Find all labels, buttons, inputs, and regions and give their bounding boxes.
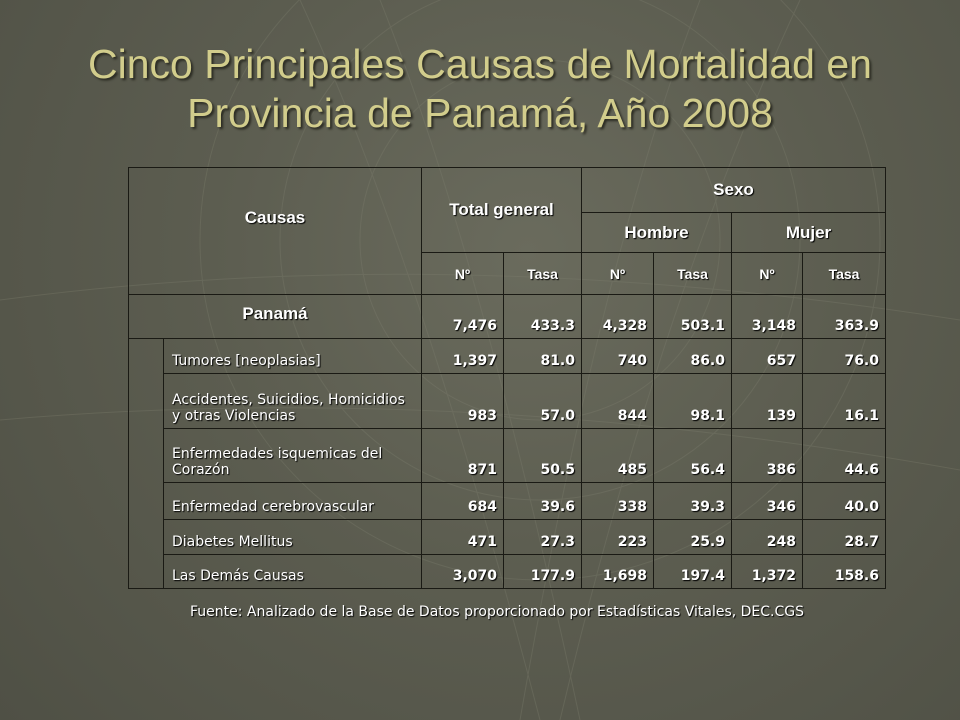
table-cell: 485 — [581, 428, 654, 483]
header-causas: Causas — [128, 167, 422, 295]
mortality-table: Causas Total general Sexo Hombre Mujer N… — [128, 167, 886, 589]
subheader-mujer-tasa: Tasa — [802, 252, 886, 295]
header-sexo: Sexo — [581, 167, 886, 213]
subheader-hombre-tasa: Tasa — [653, 252, 732, 295]
subheader-total-tasa: Tasa — [503, 252, 582, 295]
table-row: Accidentes, Suicidios, Homicidios y otra… — [129, 373, 886, 429]
table-cell: 57.0 — [503, 373, 582, 429]
table-cell: 50.5 — [503, 428, 582, 483]
table-cell: 39.6 — [503, 482, 582, 520]
table-cell: 657 — [731, 338, 803, 374]
table-cell: 177.9 — [503, 554, 582, 589]
total-row-value: 433.3 — [503, 294, 582, 339]
cause-label: Accidentes, Suicidios, Homicidios y otra… — [163, 373, 422, 429]
table-cell: 871 — [421, 428, 504, 483]
header-total-general: Total general — [421, 167, 582, 253]
table-cell: 76.0 — [802, 338, 886, 374]
table-cell: 338 — [581, 482, 654, 520]
table-cell: 44.6 — [802, 428, 886, 483]
table-cell: 684 — [421, 482, 504, 520]
table-cell: 346 — [731, 482, 803, 520]
table-cell: 223 — [581, 519, 654, 555]
table-cell: 3,070 — [421, 554, 504, 589]
table-cell: 248 — [731, 519, 803, 555]
table-cell: 844 — [581, 373, 654, 429]
table-cell: 40.0 — [802, 482, 886, 520]
table-cell: 56.4 — [653, 428, 732, 483]
header-hombre: Hombre — [581, 212, 732, 253]
subheader-total-n: Nº — [421, 252, 504, 295]
table-row: Enfermedades isquemicas del Corazón 871 … — [129, 428, 886, 483]
table-cell: 1,372 — [731, 554, 803, 589]
page-title: Cinco Principales Causas de Mortalidad e… — [0, 40, 960, 138]
total-row-value: 4,328 — [581, 294, 654, 339]
title-line-2: Provincia de Panamá, Año 2008 — [187, 90, 773, 136]
table-cell: 16.1 — [802, 373, 886, 429]
table-cell: 1,698 — [581, 554, 654, 589]
header-mujer: Mujer — [731, 212, 886, 253]
total-row-value: 3,148 — [731, 294, 803, 339]
table-cell: 471 — [421, 519, 504, 555]
table-cell: 386 — [731, 428, 803, 483]
total-row-value: 503.1 — [653, 294, 732, 339]
cause-label: Tumores [neoplasias] — [163, 338, 422, 374]
total-row-value: 7,476 — [421, 294, 504, 339]
cause-label: Enfermedad cerebrovascular — [163, 482, 422, 520]
table-row: Las Demás Causas 3,070 177.9 1,698 197.4… — [129, 554, 886, 589]
table-cell: 86.0 — [653, 338, 732, 374]
table-cell: 81.0 — [503, 338, 582, 374]
title-line-1: Cinco Principales Causas de Mortalidad e… — [88, 41, 872, 87]
subheader-hombre-n: Nº — [581, 252, 654, 295]
table-row: Enfermedad cerebrovascular 684 39.6 338 … — [129, 482, 886, 520]
table-cell: 139 — [731, 373, 803, 429]
table-cell: 25.9 — [653, 519, 732, 555]
table-cell: 983 — [421, 373, 504, 429]
cause-label: Las Demás Causas — [163, 554, 422, 589]
table-row: Diabetes Mellitus 471 27.3 223 25.9 248 … — [129, 519, 886, 555]
table-cell: 1,397 — [421, 338, 504, 374]
cause-label: Enfermedades isquemicas del Corazón — [163, 428, 422, 483]
source-note: Fuente: Analizado de la Base de Datos pr… — [190, 604, 805, 620]
subheader-mujer-n: Nº — [731, 252, 803, 295]
row-group-indent — [128, 338, 164, 589]
table-cell: 27.3 — [503, 519, 582, 555]
table-cell: 740 — [581, 338, 654, 374]
total-row-value: 363.9 — [802, 294, 886, 339]
total-row: Panamá 7,476 433.3 4,328 503.1 3,148 363… — [128, 294, 886, 339]
table-cell: 28.7 — [802, 519, 886, 555]
table-row: Tumores [neoplasias] 1,397 81.0 740 86.0… — [128, 338, 886, 589]
table-cell: 39.3 — [653, 482, 732, 520]
table-cell: 98.1 — [653, 373, 732, 429]
cause-label: Diabetes Mellitus — [163, 519, 422, 555]
total-row-label: Panamá — [128, 294, 422, 339]
table-cell: 197.4 — [653, 554, 732, 589]
table-cell: 158.6 — [802, 554, 886, 589]
